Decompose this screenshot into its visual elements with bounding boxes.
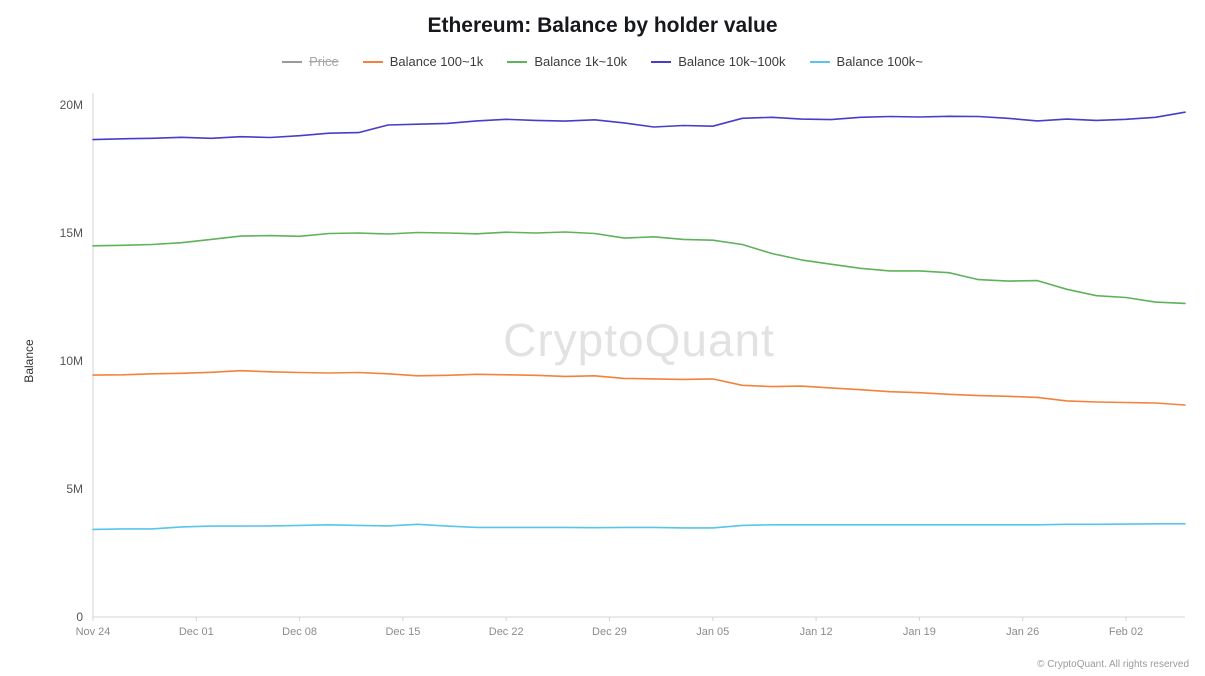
legend-line-swatch-icon <box>282 60 303 63</box>
series-line-balance-100-1k <box>92 369 1186 406</box>
x-axis-tick-label: Dec 08 <box>282 626 317 638</box>
legend-item-balance-10k-100k[interactable]: Balance 10k~100k <box>651 54 786 69</box>
legend-line-swatch-icon <box>507 60 528 63</box>
x-axis-tick-label: Jan 26 <box>1006 626 1039 638</box>
legend-line-swatch-icon <box>651 60 672 63</box>
series-line-balance-10k-100k <box>92 111 1186 141</box>
y-axis-tick-label: 0 <box>76 610 83 624</box>
legend-label: Balance 10k~100k <box>678 54 786 69</box>
legend-line-swatch-icon <box>362 60 383 63</box>
x-axis-tick-label: Dec 22 <box>489 626 524 638</box>
y-axis-tick-label: 15M <box>60 226 83 240</box>
x-axis-tick-label: Nov 24 <box>76 626 111 638</box>
y-axis-tick-label: 20M <box>60 98 83 112</box>
legend-line-swatch-icon <box>809 60 830 63</box>
x-axis-tick-label: Feb 02 <box>1109 626 1143 638</box>
legend-item-price[interactable]: Price <box>282 54 339 69</box>
legend: Price Balance 100~1k Balance 1k~10k Balance… <box>0 54 1205 69</box>
page-title: Ethereum: Balance by holder value <box>427 14 778 37</box>
legend-label: Price <box>309 54 339 69</box>
copyright-note: © CryptoQuant. All rights reserved <box>1037 659 1189 670</box>
x-axis-tick-label: Jan 12 <box>800 626 833 638</box>
x-axis-tick-label: Dec 01 <box>179 626 214 638</box>
legend-item-balance-100-1k[interactable]: Balance 100~1k <box>362 54 484 69</box>
x-axis-tick-label: Jan 19 <box>903 626 936 638</box>
series-line-balance-1k-10k <box>92 231 1186 305</box>
legend-label: Balance 100k~ <box>836 54 923 69</box>
legend-label: Balance 100~1k <box>389 54 484 69</box>
x-axis-tick-label: Dec 29 <box>592 626 627 638</box>
series-line-balance-100k <box>92 522 1186 531</box>
legend-item-balance-100k[interactable]: Balance 100k~ <box>809 54 923 69</box>
y-axis-tick-label: 10M <box>60 354 83 368</box>
x-axis-tick-label: Dec 15 <box>385 626 420 638</box>
y-axis-tick-label: 5M <box>66 482 83 496</box>
y-axis-title: Balance <box>22 339 36 383</box>
legend-item-balance-1k-10k[interactable]: Balance 1k~10k <box>507 54 627 69</box>
watermark: CryptoQuant <box>503 314 775 366</box>
x-axis-tick-label: Jan 05 <box>696 626 729 638</box>
legend-label: Balance 1k~10k <box>534 54 628 69</box>
